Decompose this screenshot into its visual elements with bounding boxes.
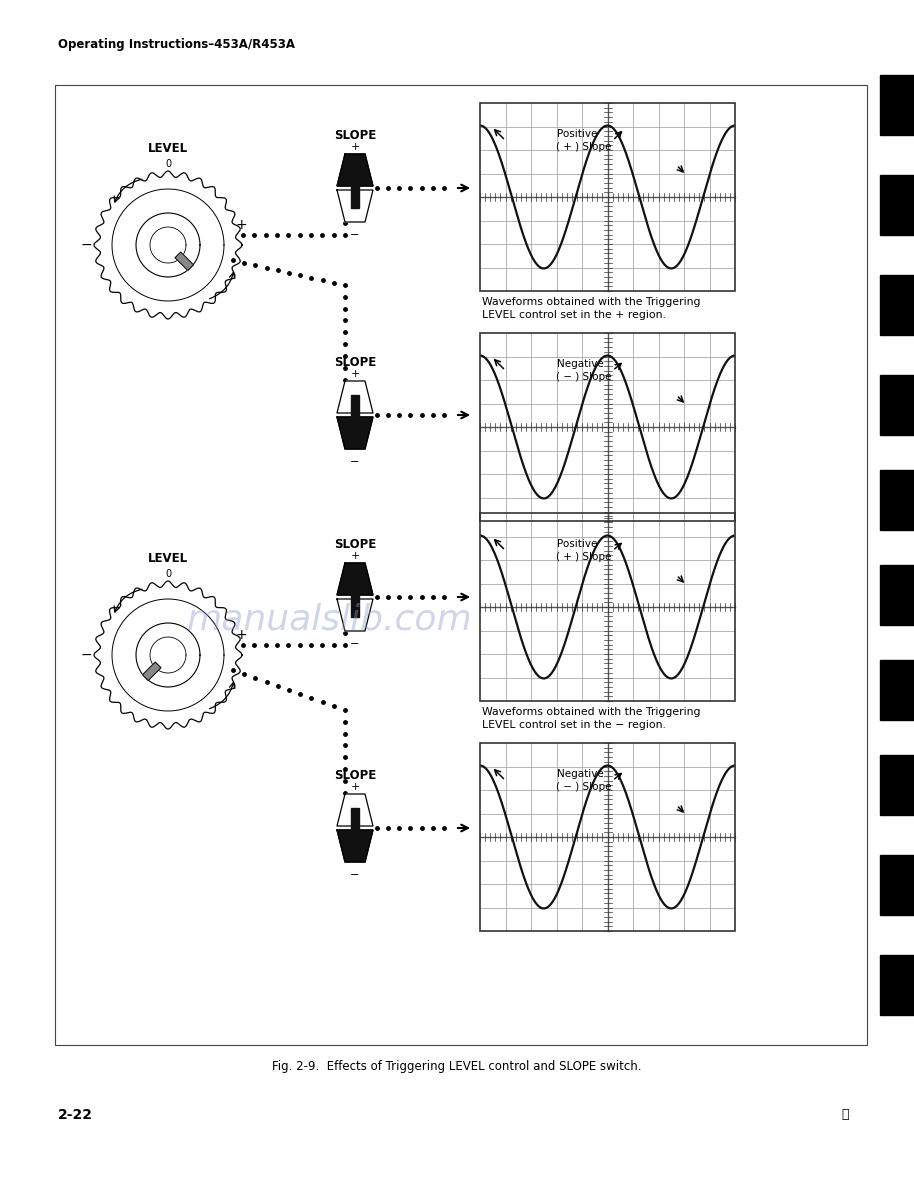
Text: −: − (350, 870, 360, 880)
Text: −: − (80, 238, 91, 252)
Bar (480, 513, 735, 702)
Text: −: − (80, 648, 91, 661)
Text: LEVEL: LEVEL (148, 552, 188, 565)
Text: +: + (235, 218, 247, 231)
Text: +: + (235, 627, 247, 641)
Bar (480, 743, 735, 931)
Bar (880, 565, 914, 625)
Bar (880, 955, 914, 1015)
Polygon shape (94, 171, 242, 320)
Polygon shape (143, 663, 161, 680)
Bar (480, 103, 735, 291)
Bar (351, 395, 359, 422)
Text: SLOPE: SLOPE (334, 356, 377, 369)
Text: Negative
( − ) Slope: Negative ( − ) Slope (557, 360, 612, 382)
Polygon shape (337, 830, 373, 862)
Bar (880, 75, 914, 136)
Text: 0: 0 (165, 159, 171, 169)
Text: SLOPE: SLOPE (334, 538, 377, 551)
Bar (480, 743, 735, 931)
Bar (880, 470, 914, 531)
Polygon shape (136, 213, 200, 277)
Bar (880, 275, 914, 335)
Text: Operating Instructions–453A/R453A: Operating Instructions–453A/R453A (58, 38, 295, 51)
Bar (55, 85, 867, 1045)
Polygon shape (337, 793, 373, 826)
Text: Positive
( + ) Slope: Positive ( + ) Slope (557, 539, 611, 561)
Polygon shape (337, 599, 373, 631)
Bar (880, 755, 914, 815)
Text: Fig. 2-9.  Effects of Triggering LEVEL control and SLOPE switch.: Fig. 2-9. Effects of Triggering LEVEL co… (272, 1060, 642, 1073)
Bar (880, 375, 914, 435)
Text: 0: 0 (165, 569, 171, 579)
Polygon shape (136, 623, 200, 687)
Text: +: + (350, 369, 360, 378)
Text: −: − (350, 639, 360, 648)
Bar (480, 103, 735, 291)
Text: Ⓐ: Ⓐ (841, 1108, 849, 1121)
Polygon shape (94, 581, 242, 729)
Text: 2-22: 2-22 (58, 1108, 93, 1122)
Text: Waveforms obtained with the Triggering
LEVEL control set in the + region.: Waveforms obtained with the Triggering L… (482, 297, 700, 321)
Polygon shape (337, 564, 373, 595)
Bar (480, 513, 735, 702)
Bar (480, 103, 735, 291)
Text: +: + (350, 551, 360, 561)
Bar (351, 590, 359, 617)
Bar (480, 332, 735, 521)
Bar (480, 513, 735, 702)
Text: SLOPE: SLOPE (334, 129, 377, 141)
Bar (480, 332, 735, 521)
Bar (480, 332, 735, 521)
Polygon shape (337, 417, 373, 449)
Polygon shape (337, 154, 373, 186)
Bar (480, 743, 735, 931)
Bar (880, 660, 914, 720)
Text: Positive
( + ) Slope: Positive ( + ) Slope (557, 130, 611, 152)
Bar (880, 855, 914, 915)
Text: Waveforms obtained with the Triggering
LEVEL control set in the − region.: Waveforms obtained with the Triggering L… (482, 707, 700, 730)
Text: +: + (350, 141, 360, 152)
Text: LEVEL: LEVEL (148, 141, 188, 154)
Text: SLOPE: SLOPE (334, 769, 377, 782)
Bar (880, 174, 914, 235)
Text: manualslib.com: manualslib.com (187, 602, 473, 637)
Text: −: − (350, 457, 360, 467)
Bar (351, 808, 359, 835)
Polygon shape (337, 381, 373, 413)
Text: +: + (350, 782, 360, 792)
Bar (351, 182, 359, 208)
Polygon shape (337, 190, 373, 222)
Text: −: − (350, 230, 360, 241)
Text: Negative
( − ) Slope: Negative ( − ) Slope (557, 770, 612, 792)
Polygon shape (175, 252, 194, 270)
